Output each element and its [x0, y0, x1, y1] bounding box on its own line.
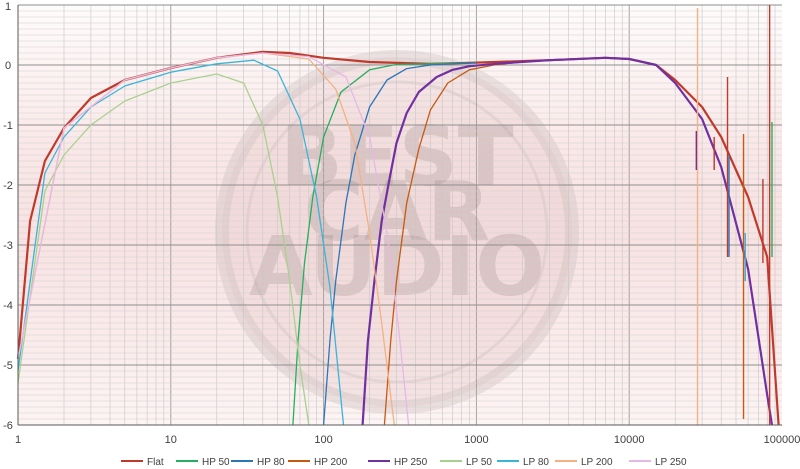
- watermark-text: CAR: [304, 165, 491, 260]
- legend-label: LP 50: [466, 457, 492, 468]
- legend: Flat HP 50 HP 80 HP 200 HP 250 LP 50 LP 80 LP 2…: [121, 457, 687, 468]
- series-line-lp-50: [17, 73, 310, 426]
- legend-label: Flat: [147, 457, 164, 468]
- y-tick-label: -6: [3, 420, 13, 432]
- series-lines: [16, 5, 780, 426]
- legend-label: HP 250: [394, 457, 428, 468]
- axes: [17, 5, 782, 426]
- x-tick-label: 1: [15, 434, 21, 446]
- x-tick-label: 10: [165, 434, 177, 446]
- watermark-inner-ring: [245, 80, 549, 384]
- series-line-flat: [16, 50, 780, 426]
- legend-label: HP 200: [314, 457, 348, 468]
- series-line-hp-250: [361, 56, 774, 426]
- y-tick-label: -4: [3, 300, 13, 312]
- y-tick-label: -5: [3, 360, 13, 372]
- grid-lines: [17, 4, 782, 426]
- x-tick-label: 100000: [764, 434, 800, 446]
- legend-label: HP 50: [202, 457, 230, 468]
- watermark-text: BEST: [280, 110, 514, 205]
- legend-label: LP 80: [523, 457, 549, 468]
- y-tick-label: -2: [3, 180, 13, 192]
- x-tick-label: 1000: [464, 434, 488, 446]
- y-tick-label: 0: [5, 60, 11, 72]
- legend-label: LP 200: [581, 457, 613, 468]
- y-tick-label: 1: [5, 1, 11, 13]
- watermark-text: AUDIO: [249, 220, 545, 315]
- y-tick-labels: 1 0 -1 -2 -3 -4 -5 -6: [3, 1, 13, 432]
- y-tick-label: -1: [3, 120, 13, 132]
- x-tick-labels: 1 10 100 1000 10000 100000: [15, 434, 800, 446]
- legend-label: HP 80: [257, 457, 285, 468]
- series-line-lp-250: [17, 52, 410, 426]
- series-line-lp-80: [17, 59, 345, 426]
- series-line-hp-200: [383, 61, 523, 426]
- series-line-hp-50: [292, 61, 477, 426]
- legend-label: LP 250: [655, 457, 687, 468]
- x-tick-label: 10000: [614, 434, 645, 446]
- x-tick-label: 100: [314, 434, 332, 446]
- y-tick-label: -3: [3, 240, 13, 252]
